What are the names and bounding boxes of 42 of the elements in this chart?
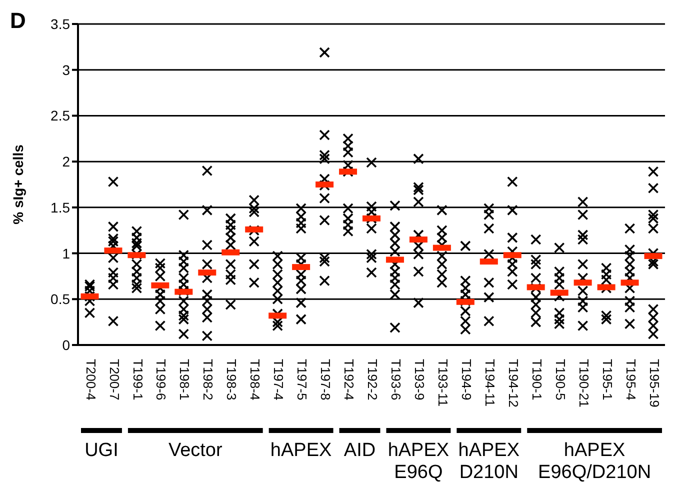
x-tick-label: T193-6	[388, 359, 404, 400]
x-tick-label: T194-11	[482, 359, 498, 406]
x-tick-label: T190-21	[576, 359, 592, 408]
x-tick-label: T197-4	[271, 359, 286, 400]
x-tick-label: T199-6	[154, 359, 169, 400]
y-axis-title: % sIg+ cells	[10, 144, 26, 224]
x-tick-label: T198-3	[224, 359, 240, 400]
x-tick-label: T200-7	[106, 359, 122, 400]
x-tick-label: T195-19	[646, 359, 662, 408]
x-tick-label: T190-1	[529, 359, 544, 400]
y-tick-label: 1	[62, 245, 70, 262]
x-tick-label: T192-4	[342, 359, 357, 400]
x-tick-label: T194-9	[458, 359, 474, 400]
y-tick-label: 1.5	[50, 199, 70, 216]
x-tick-label: T190-5	[552, 359, 568, 400]
text: hAPEX E96Q	[388, 440, 450, 483]
x-tick-label: T195-4	[623, 359, 638, 400]
text: Vector	[168, 440, 223, 461]
x-tick-label: T194-12	[506, 359, 521, 408]
y-tick-label: 0.5	[50, 291, 70, 308]
text: hAPEX D210N	[458, 440, 520, 483]
text: AID	[344, 440, 376, 461]
x-tick-label: T197-5	[294, 359, 310, 400]
y-tick-label: 3.5	[50, 16, 70, 32]
x-tick-label: T195-1	[600, 359, 615, 400]
text: UGI	[84, 440, 118, 461]
text: hAPEX E96Q/D210N	[538, 440, 652, 483]
y-tick-label: 2.5	[50, 108, 70, 124]
x-tick-label: T200-4	[83, 359, 98, 400]
y-tick-label: 3	[62, 62, 70, 78]
x-tick-label: T198-2	[200, 359, 216, 400]
x-tick-label: T199-1	[130, 359, 146, 400]
x-tick-label: T198-4	[248, 359, 263, 400]
x-tick-label: T192-2	[365, 359, 380, 400]
y-tick-label: 0	[62, 336, 70, 353]
x-tick-label: T197-8	[318, 359, 334, 400]
text: D	[10, 8, 26, 33]
text: hAPEX	[270, 440, 332, 461]
x-tick-label: T193-11	[436, 359, 451, 406]
x-tick-label: T198-1	[177, 359, 192, 400]
x-tick-label: T193-9	[412, 359, 428, 400]
y-tick-label: 2	[62, 154, 70, 170]
